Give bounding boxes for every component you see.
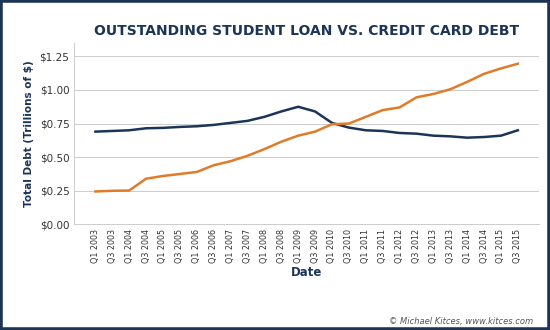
- Student Loan Debt: [481, 72, 487, 76]
- Y-axis label: Total Debt (Trillions of $): Total Debt (Trillions of $): [24, 60, 34, 207]
- Student Loan Debt: [92, 189, 98, 193]
- Student Loan Debt: [430, 92, 437, 96]
- Credit Card/Revolving Debt: [210, 123, 217, 127]
- Student Loan Debt: [126, 188, 133, 192]
- Credit Card/Revolving Debt: [430, 134, 437, 138]
- Student Loan Debt: [278, 140, 284, 144]
- Title: OUTSTANDING STUDENT LOAN VS. CREDIT CARD DEBT: OUTSTANDING STUDENT LOAN VS. CREDIT CARD…: [94, 23, 519, 38]
- Credit Card/Revolving Debt: [244, 119, 251, 123]
- Credit Card/Revolving Debt: [92, 130, 98, 134]
- Line: Student Loan Debt: Student Loan Debt: [95, 64, 518, 191]
- Credit Card/Revolving Debt: [109, 129, 116, 133]
- Credit Card/Revolving Debt: [515, 128, 521, 132]
- Credit Card/Revolving Debt: [396, 131, 403, 135]
- Student Loan Debt: [396, 106, 403, 110]
- Student Loan Debt: [345, 121, 352, 125]
- Credit Card/Revolving Debt: [261, 115, 268, 119]
- Student Loan Debt: [261, 147, 268, 151]
- Credit Card/Revolving Debt: [295, 105, 301, 109]
- Credit Card/Revolving Debt: [194, 124, 200, 128]
- Student Loan Debt: [109, 189, 116, 193]
- Student Loan Debt: [447, 87, 454, 91]
- Credit Card/Revolving Debt: [278, 110, 284, 114]
- Credit Card/Revolving Debt: [481, 135, 487, 139]
- Credit Card/Revolving Debt: [362, 128, 369, 132]
- Student Loan Debt: [227, 159, 234, 163]
- Credit Card/Revolving Debt: [143, 126, 150, 130]
- Credit Card/Revolving Debt: [312, 110, 318, 114]
- Credit Card/Revolving Debt: [447, 134, 454, 138]
- Line: Credit Card/Revolving Debt: Credit Card/Revolving Debt: [95, 107, 518, 138]
- Credit Card/Revolving Debt: [227, 121, 234, 125]
- Student Loan Debt: [362, 115, 369, 119]
- Credit Card/Revolving Debt: [345, 126, 352, 130]
- Student Loan Debt: [498, 66, 504, 70]
- Credit Card/Revolving Debt: [379, 129, 386, 133]
- Student Loan Debt: [143, 177, 150, 181]
- Student Loan Debt: [312, 130, 318, 134]
- Credit Card/Revolving Debt: [329, 121, 336, 125]
- Student Loan Debt: [515, 62, 521, 66]
- Credit Card/Revolving Debt: [498, 134, 504, 138]
- Student Loan Debt: [413, 95, 420, 99]
- X-axis label: Date: Date: [291, 266, 322, 279]
- Student Loan Debt: [210, 163, 217, 167]
- Student Loan Debt: [464, 80, 470, 84]
- Student Loan Debt: [194, 170, 200, 174]
- Credit Card/Revolving Debt: [160, 126, 166, 130]
- Credit Card/Revolving Debt: [464, 136, 470, 140]
- Credit Card/Revolving Debt: [126, 128, 133, 132]
- Student Loan Debt: [329, 122, 336, 126]
- Credit Card/Revolving Debt: [177, 125, 183, 129]
- Text: © Michael Kitces, www.kitces.com: © Michael Kitces, www.kitces.com: [389, 317, 534, 326]
- Student Loan Debt: [295, 134, 301, 138]
- Student Loan Debt: [160, 174, 166, 178]
- Student Loan Debt: [379, 108, 386, 112]
- Student Loan Debt: [244, 154, 251, 158]
- Student Loan Debt: [177, 172, 183, 176]
- Credit Card/Revolving Debt: [413, 132, 420, 136]
